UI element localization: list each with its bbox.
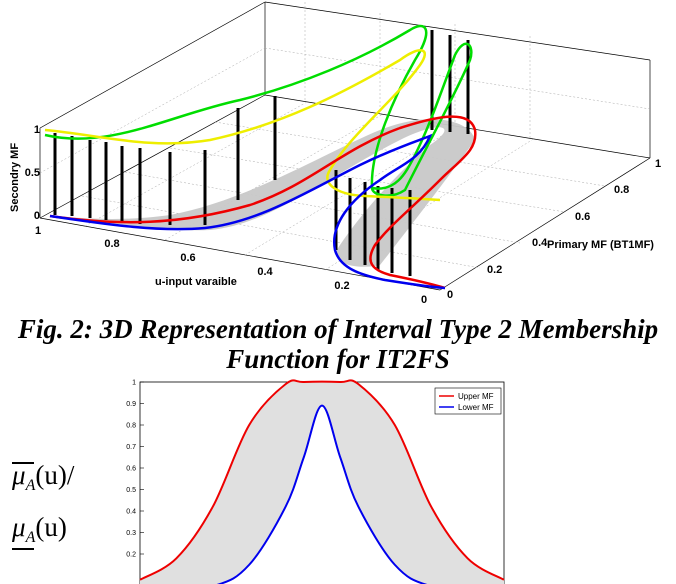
z-axis-ticks: 1 0.5 0 [25, 124, 40, 222]
y-tick-label: 0 [447, 289, 453, 301]
z-tick-label: 0.5 [25, 167, 40, 179]
interval-band [140, 380, 504, 584]
grid-line [39, 47, 266, 174]
y-axis-label: Primary MF (BT1MF) [547, 239, 654, 251]
fig-3d-surface: 1 0.5 0 1 0.8 0.6 0.4 0.2 0 0 0.2 0.4 0.… [9, 1, 661, 306]
3d-grid [39, 2, 651, 271]
legend-label-upper: Upper MF [458, 392, 494, 401]
figure-caption-line-1: Fig. 2: 3D Representation of Interval Ty… [17, 314, 659, 344]
3d-band [55, 119, 475, 267]
y-tick-label: 0.4 [126, 509, 136, 516]
fig-2d-membership-chart: 1 0.9 0.8 0.7 0.6 0.5 0.4 0.3 0.2 Upper MF Lower… [126, 379, 505, 584]
grid-line [214, 121, 606, 187]
y-axis-ticks: 0 0.2 0.4 0.6 0.8 1 [447, 158, 661, 301]
y-tick-label: 1 [132, 380, 136, 387]
grid-line [169, 147, 566, 213]
y-tick-label: 0.8 [614, 184, 629, 196]
x-tick-label: 0.4 [257, 266, 273, 278]
grid-line [81, 195, 481, 269]
y-tick-label: 0.7 [126, 444, 136, 451]
x-tick-label: 0.2 [334, 280, 349, 292]
lower-mf-symbol: μA(u) [12, 512, 67, 550]
z-tick-label: 1 [34, 124, 40, 136]
y-tick-label: 0.3 [126, 530, 136, 537]
3d-red-curve [49, 115, 477, 290]
lower-mf-line [216, 404, 428, 584]
3d-blue-curve [49, 133, 446, 290]
z-tick-label: 0 [34, 210, 40, 222]
grid-line [124, 171, 521, 244]
y-tick-label: 0.9 [126, 401, 136, 408]
x-tick-label: 0.6 [180, 252, 195, 264]
frame-edge [39, 1, 266, 129]
x-axis-ticks: 1 0.8 0.6 0.4 0.2 0 [35, 225, 427, 306]
x-axis-label: u-input varaible [155, 276, 237, 288]
y-tick-label: 1 [655, 158, 661, 170]
frame-edge [439, 157, 651, 291]
grid-line [264, 47, 651, 110]
3d-yellow-curve [44, 49, 441, 202]
legend: Upper MF Lower MF [434, 387, 502, 415]
y-tick-label: 0.2 [487, 264, 502, 276]
y-tick-label: 0.2 [126, 552, 136, 559]
x-tick-label: 0 [421, 294, 427, 306]
upper-mf-symbol: μA(u)/ [12, 460, 75, 494]
x-tick-label: 1 [35, 225, 41, 237]
frame-edge [264, 1, 651, 61]
y-tick-label: 0.6 [126, 466, 136, 473]
x-tick-label: 0.8 [104, 238, 119, 250]
upper-mf-line [139, 379, 505, 581]
z-axis-label: Secondry MF [9, 143, 21, 212]
legend-label-lower: Lower MF [458, 403, 494, 412]
y-tick-label: 0.5 [126, 487, 136, 494]
frame-edge [39, 94, 266, 219]
y-tick-label: 0.8 [126, 423, 136, 430]
figure-caption-line-2: Function for IT2FS [226, 344, 450, 374]
3d-upper-green-curve [44, 24, 473, 197]
legend-box [434, 387, 502, 415]
y-tick-label: 0.6 [575, 211, 590, 223]
y-tick-label: 0.4 [532, 237, 548, 249]
3d-frame [39, 1, 651, 291]
